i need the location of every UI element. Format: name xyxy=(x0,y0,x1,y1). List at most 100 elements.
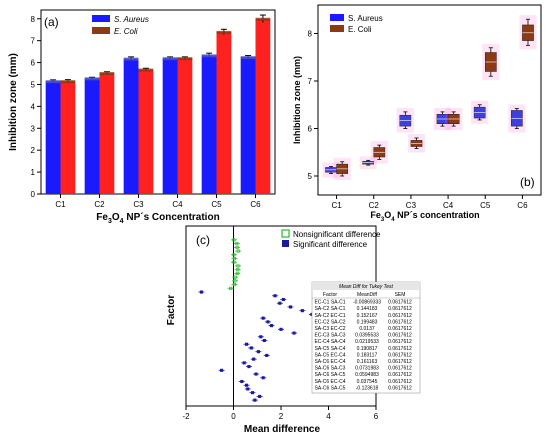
chart-a-y-tick-label: 4 xyxy=(31,102,36,111)
chart-c-x-title: Mean difference xyxy=(244,424,321,435)
tukey-table-cell: 0.0219533 xyxy=(355,339,379,345)
chart-c-point xyxy=(236,264,240,268)
chart-c-point xyxy=(254,372,258,376)
chart-b-legend-e-coli: E. Coli xyxy=(348,25,372,34)
tukey-table-cell: 0.0617612 xyxy=(388,333,412,339)
chart-a-x-tick-label: C4 xyxy=(172,200,183,209)
chart-c-point xyxy=(235,271,239,275)
tukey-table-cell: 0.0617612 xyxy=(388,319,412,325)
chart-a-bar-top xyxy=(162,57,178,61)
tukey-table-cell: 0.0617612 xyxy=(388,339,412,345)
chart-a-y-title: Inhibition zone (mm) xyxy=(8,53,19,151)
chart-a-legend-swatch-e-coli xyxy=(92,27,110,34)
chart-c-point xyxy=(247,365,251,369)
chart-a-bar xyxy=(45,81,61,194)
chart-c-point xyxy=(265,353,269,357)
tukey-table-header: SEM xyxy=(395,292,406,298)
chart-a-bar xyxy=(162,58,178,194)
chart-c-point xyxy=(232,253,236,257)
chart-a-legend-swatch-s-aureus xyxy=(92,15,110,22)
chart-b-x-tick-label: C3 xyxy=(406,201,417,210)
tukey-table-cell: 0.037545 xyxy=(357,379,378,385)
chart-c-point xyxy=(242,361,246,365)
chart-a-bar-top xyxy=(99,72,115,76)
tukey-table-cell: 0.0617612 xyxy=(388,326,412,332)
chart-a-legend-s-aureus: S. Aureus xyxy=(114,15,149,24)
chart-c-point xyxy=(278,301,282,305)
chart-c-legend-swatch-nonsig xyxy=(281,229,290,238)
chart-a-y-tick-label: 0 xyxy=(31,190,36,199)
chart-c-point xyxy=(232,260,236,264)
chart-b-y-tick-label: 7 xyxy=(308,77,313,86)
chart-c-point xyxy=(273,294,277,298)
chart-a-bar-top xyxy=(255,17,271,21)
tukey-table-cell: SA-C6 EC-C4 xyxy=(314,359,345,365)
chart-c-x-tick-label: 4 xyxy=(326,412,331,421)
tukey-table-cell: SA-C6 EC-C4 xyxy=(314,379,345,385)
chart-c-legend-nonsig: Nonsignificant difference xyxy=(293,230,381,239)
chart-c-point xyxy=(245,383,249,387)
chart-c-point xyxy=(262,338,266,343)
tukey-table-title-bg xyxy=(312,282,420,290)
chart-c-x-tick-label: -2 xyxy=(182,412,190,421)
tukey-table-title: Mean Diff for Tukey Test xyxy=(339,284,394,290)
tukey-table-cell: 0.183117 xyxy=(357,352,378,358)
tukey-table-cell: EC-C1 SA-C1 xyxy=(314,300,345,306)
chart-a-panel-tag: (a) xyxy=(44,15,59,29)
chart-a-bar xyxy=(123,58,139,194)
chart-c-point xyxy=(261,316,265,320)
chart-c-legend-swatch-sig xyxy=(282,240,289,247)
chart-b-x-tick-label: C2 xyxy=(369,201,380,210)
chart-a-legend-e-coli: E. Coli xyxy=(114,27,138,36)
tukey-table-cell: 0.0617612 xyxy=(388,346,412,352)
tukey-table-cell: -0.123618 xyxy=(356,385,379,391)
chart-c-point xyxy=(261,376,265,380)
chart-c-point xyxy=(233,279,237,283)
tukey-table-cell: SA-C5 EC-C4 xyxy=(314,352,345,358)
chart-c-point xyxy=(236,268,240,272)
chart-a-y-tick-label: 6 xyxy=(31,59,36,68)
chart-c-point xyxy=(279,327,283,331)
chart-a-x-title: Fe3O4 NP´s Concentration xyxy=(96,212,219,225)
chart-a-bar xyxy=(99,73,115,194)
tukey-table-cell: 0.0731983 xyxy=(355,366,379,372)
chart-a-bar xyxy=(60,81,76,194)
tukey-table-cell: 0.190817 xyxy=(357,346,378,352)
chart-b-legend-swatch-e-coli xyxy=(330,25,344,32)
chart-b-x-tick-label: C1 xyxy=(331,201,342,210)
chart-a: 0 1 2 3 4 5 6 7 8 C1 C2 C3 C4 C5 C6 (a) S. Aureus E. C… xyxy=(8,9,276,225)
chart-c-point xyxy=(233,275,237,279)
chart-a-x-tick-label: C1 xyxy=(55,200,66,209)
chart-a-bar xyxy=(201,55,217,194)
tukey-table-cell: SA-C5 SA-C4 xyxy=(315,346,346,352)
chart-b-panel-tag: (b) xyxy=(520,175,535,189)
chart-c-point xyxy=(235,242,239,246)
tukey-table-cell: 0.0617612 xyxy=(388,352,412,358)
chart-b-x-title: Fe3O4 NP´s concentration xyxy=(370,210,479,223)
chart-c-point xyxy=(232,238,236,242)
chart-a-y-tick-label: 1 xyxy=(31,168,36,177)
chart-a-bar-top xyxy=(84,77,100,81)
chart-c-x-tick-label: 0 xyxy=(231,412,236,421)
chart-c-point xyxy=(300,309,304,313)
chart-a-x-tick-label: C5 xyxy=(211,200,222,209)
tukey-table-cell: SA-C2 EC-C1 xyxy=(314,313,345,319)
tukey-table-cell: SA-C3 EC-C2 xyxy=(314,326,345,332)
tukey-table-cell: -0.00869333 xyxy=(353,300,381,306)
chart-c-point xyxy=(246,387,250,391)
chart-c-point xyxy=(288,305,293,309)
chart-c-point xyxy=(229,286,233,290)
chart-a-x-tick-label: C3 xyxy=(133,200,144,209)
chart-c-point xyxy=(236,249,240,253)
chart-a-bar-top xyxy=(138,68,154,72)
chart-c-point xyxy=(235,245,239,249)
chart-a-bar-top xyxy=(216,30,232,34)
tukey-table-cell: SA-C2 SA-C1 xyxy=(315,306,346,312)
chart-c-point xyxy=(232,256,237,261)
tukey-table-cell: 0.199483 xyxy=(357,319,378,325)
chart-c-point xyxy=(249,346,253,350)
chart-c-point xyxy=(266,320,270,324)
chart-a-x-tick-label: C6 xyxy=(250,200,261,209)
tukey-table-cell: 0.0617612 xyxy=(388,359,412,365)
